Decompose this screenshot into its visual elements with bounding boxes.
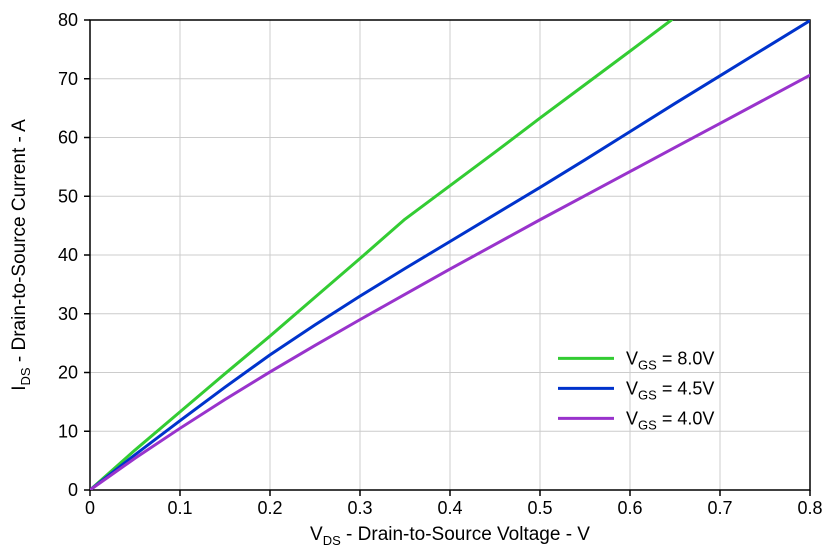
x-axis-label: VDS - Drain-to-Source Voltage - V <box>310 524 590 548</box>
xtick-label: 0.2 <box>257 498 282 518</box>
ytick-label: 80 <box>58 10 78 30</box>
xtick-label: 0.3 <box>347 498 372 518</box>
xtick-label: 0.4 <box>437 498 462 518</box>
y-axis-label: IDS - Drain-to-Source Current - A <box>9 119 33 391</box>
ytick-label: 40 <box>58 245 78 265</box>
ytick-label: 30 <box>58 304 78 324</box>
xtick-label: 0.5 <box>527 498 552 518</box>
xtick-label: 0.7 <box>707 498 732 518</box>
xtick-label: 0.8 <box>797 498 822 518</box>
xtick-label: 0 <box>85 498 95 518</box>
ytick-label: 0 <box>68 480 78 500</box>
xtick-label: 0.1 <box>167 498 192 518</box>
ytick-label: 50 <box>58 186 78 206</box>
xtick-label: 0.6 <box>617 498 642 518</box>
ytick-label: 60 <box>58 128 78 148</box>
ytick-label: 20 <box>58 363 78 383</box>
chart-container: 0 0.1 0.2 0.3 0.4 0.5 0.6 0.7 0.8 0 10 20 30 40 50 60 70… <box>0 0 839 559</box>
iv-curve-chart: 0 0.1 0.2 0.3 0.4 0.5 0.6 0.7 0.8 0 10 20 30 40 50 60 70… <box>0 0 839 559</box>
ytick-label: 70 <box>58 69 78 89</box>
ytick-label: 10 <box>58 421 78 441</box>
